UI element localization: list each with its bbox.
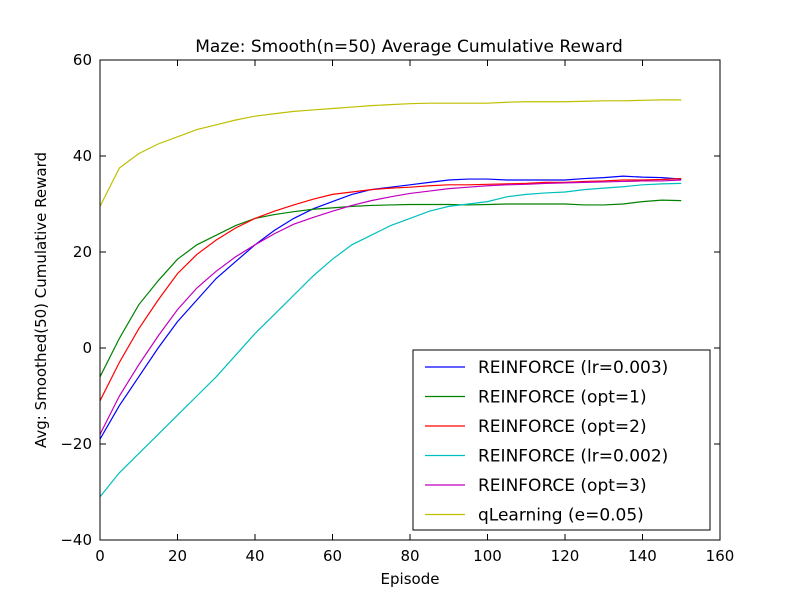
legend-label: REINFORCE (lr=0.003): [478, 358, 668, 378]
y-tick-label: −20: [60, 435, 92, 453]
series-line-4: [99, 182, 682, 498]
legend-label: REINFORCE (opt=1): [478, 388, 647, 408]
series-line-6: [99, 99, 682, 207]
legend-label: REINFORCE (lr=0.002): [478, 447, 668, 467]
ticks-group: 0 20 40 60 80 100 120 140 160 −40 −20 0 20 40 60: [60, 51, 734, 565]
plot-frame: [99, 59, 721, 541]
chart-title: Maze: Smooth(n=50) Average Cumulative Re…: [195, 37, 622, 57]
y-tick-label: 20: [73, 243, 92, 261]
series-group: [99, 99, 682, 498]
x-tick-label: 120: [551, 547, 580, 565]
legend-label: REINFORCE (opt=3): [478, 476, 647, 496]
legend-label: qLearning (e=0.05): [478, 506, 644, 526]
x-tick-label: 0: [95, 547, 105, 565]
x-tick-label: 140: [628, 547, 657, 565]
series-line-2: [99, 199, 682, 378]
y-axis-label: Avg: Smoothed(50) Cumulative Reward: [32, 152, 50, 448]
x-axis-label: Episode: [381, 570, 440, 588]
x-tick-label: 60: [323, 547, 342, 565]
y-tick-label: −40: [60, 531, 92, 549]
legend: REINFORCE (lr=0.003) REINFORCE (opt=1) REI…: [412, 349, 711, 531]
x-tick-label: 100: [473, 547, 502, 565]
x-tick-label: 40: [245, 547, 264, 565]
x-tick-label: 20: [168, 547, 187, 565]
y-tick-label: 0: [82, 339, 92, 357]
series-line-1: [99, 175, 682, 440]
legend-label: REINFORCE (opt=2): [478, 417, 647, 437]
x-tick-label: 160: [706, 547, 735, 565]
legend-frame: [412, 349, 711, 531]
y-tick-label: 40: [73, 147, 92, 165]
y-tick-label: 60: [73, 51, 92, 69]
series-line-3: [99, 177, 682, 402]
series-line-5: [99, 179, 682, 435]
x-tick-label: 80: [400, 547, 419, 565]
